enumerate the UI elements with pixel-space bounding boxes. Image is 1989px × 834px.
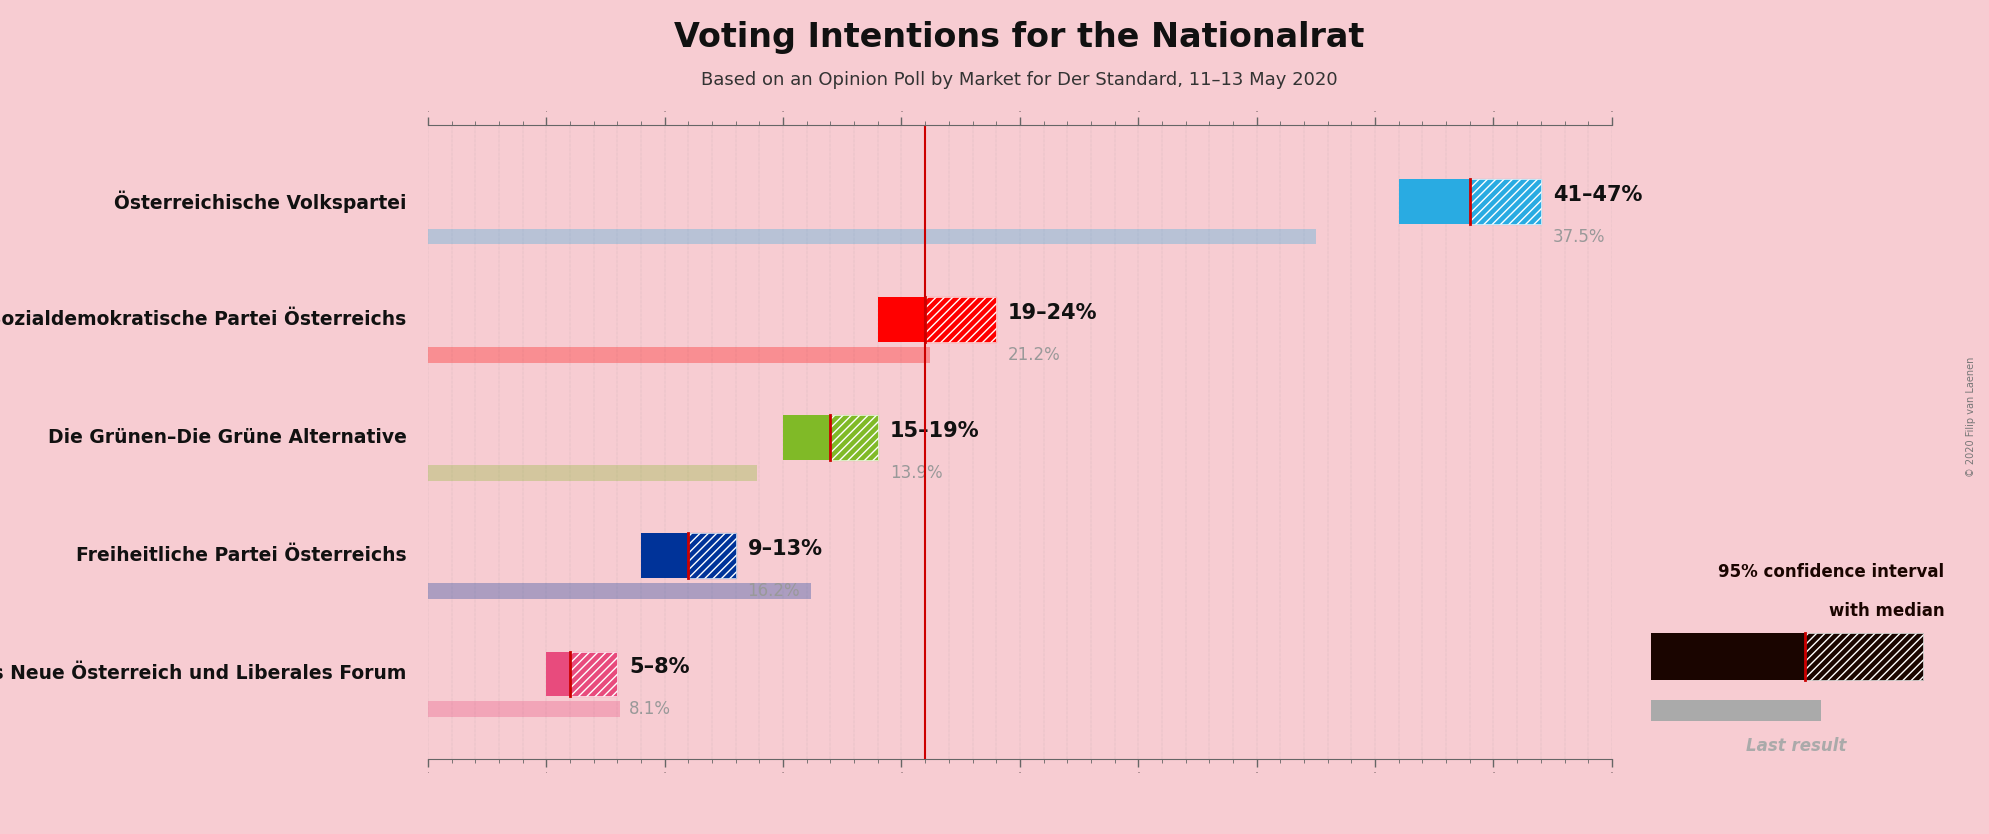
- Text: NEOS–Das Neue Österreich und Liberales Forum: NEOS–Das Neue Österreich und Liberales F…: [0, 665, 406, 683]
- Text: 8.1%: 8.1%: [629, 700, 670, 718]
- Text: 5–8%: 5–8%: [629, 657, 690, 677]
- Bar: [925, 298, 996, 342]
- Text: 13.9%: 13.9%: [889, 464, 941, 482]
- Bar: [428, 701, 619, 716]
- Bar: [1398, 179, 1470, 224]
- Text: Freiheitliche Partei Österreichs: Freiheitliche Partei Österreichs: [76, 546, 406, 565]
- Text: 9–13%: 9–13%: [748, 539, 821, 559]
- Text: Based on an Opinion Poll by Market for Der Standard, 11–13 May 2020: Based on an Opinion Poll by Market for D…: [700, 71, 1337, 89]
- Text: 19–24%: 19–24%: [1008, 303, 1098, 323]
- Text: 15–19%: 15–19%: [889, 421, 979, 441]
- Bar: [1804, 632, 1921, 681]
- Text: Österreichische Volkspartei: Österreichische Volkspartei: [113, 191, 406, 213]
- Bar: [1470, 179, 1539, 224]
- Text: Sozialdemokratische Partei Österreichs: Sozialdemokratische Partei Österreichs: [0, 310, 406, 329]
- Bar: [428, 229, 1315, 244]
- Bar: [829, 415, 877, 460]
- Text: Voting Intentions for the Nationalrat: Voting Intentions for the Nationalrat: [674, 21, 1362, 54]
- Bar: [545, 651, 569, 696]
- Bar: [877, 298, 925, 342]
- Text: © 2020 Filip van Laenen: © 2020 Filip van Laenen: [1965, 357, 1975, 477]
- Bar: [829, 415, 877, 460]
- Text: 21.2%: 21.2%: [1008, 346, 1060, 364]
- Text: 16.2%: 16.2%: [748, 582, 800, 600]
- Bar: [1470, 179, 1539, 224]
- Bar: [640, 534, 688, 578]
- Bar: [569, 651, 617, 696]
- Bar: [1651, 700, 1820, 721]
- Bar: [782, 415, 829, 460]
- Bar: [569, 651, 617, 696]
- Bar: [1651, 632, 1804, 681]
- Text: 41–47%: 41–47%: [1551, 185, 1641, 204]
- Text: with median: with median: [1828, 602, 1943, 620]
- Bar: [428, 347, 929, 363]
- Bar: [1804, 632, 1921, 681]
- Text: Last result: Last result: [1744, 736, 1846, 755]
- Text: Die Grünen–Die Grüne Alternative: Die Grünen–Die Grüne Alternative: [48, 429, 406, 447]
- Bar: [688, 534, 736, 578]
- Text: 95% confidence interval: 95% confidence interval: [1717, 563, 1943, 581]
- Bar: [688, 534, 736, 578]
- Bar: [428, 583, 812, 599]
- Bar: [925, 298, 996, 342]
- Bar: [428, 465, 756, 480]
- Text: 37.5%: 37.5%: [1551, 228, 1605, 246]
